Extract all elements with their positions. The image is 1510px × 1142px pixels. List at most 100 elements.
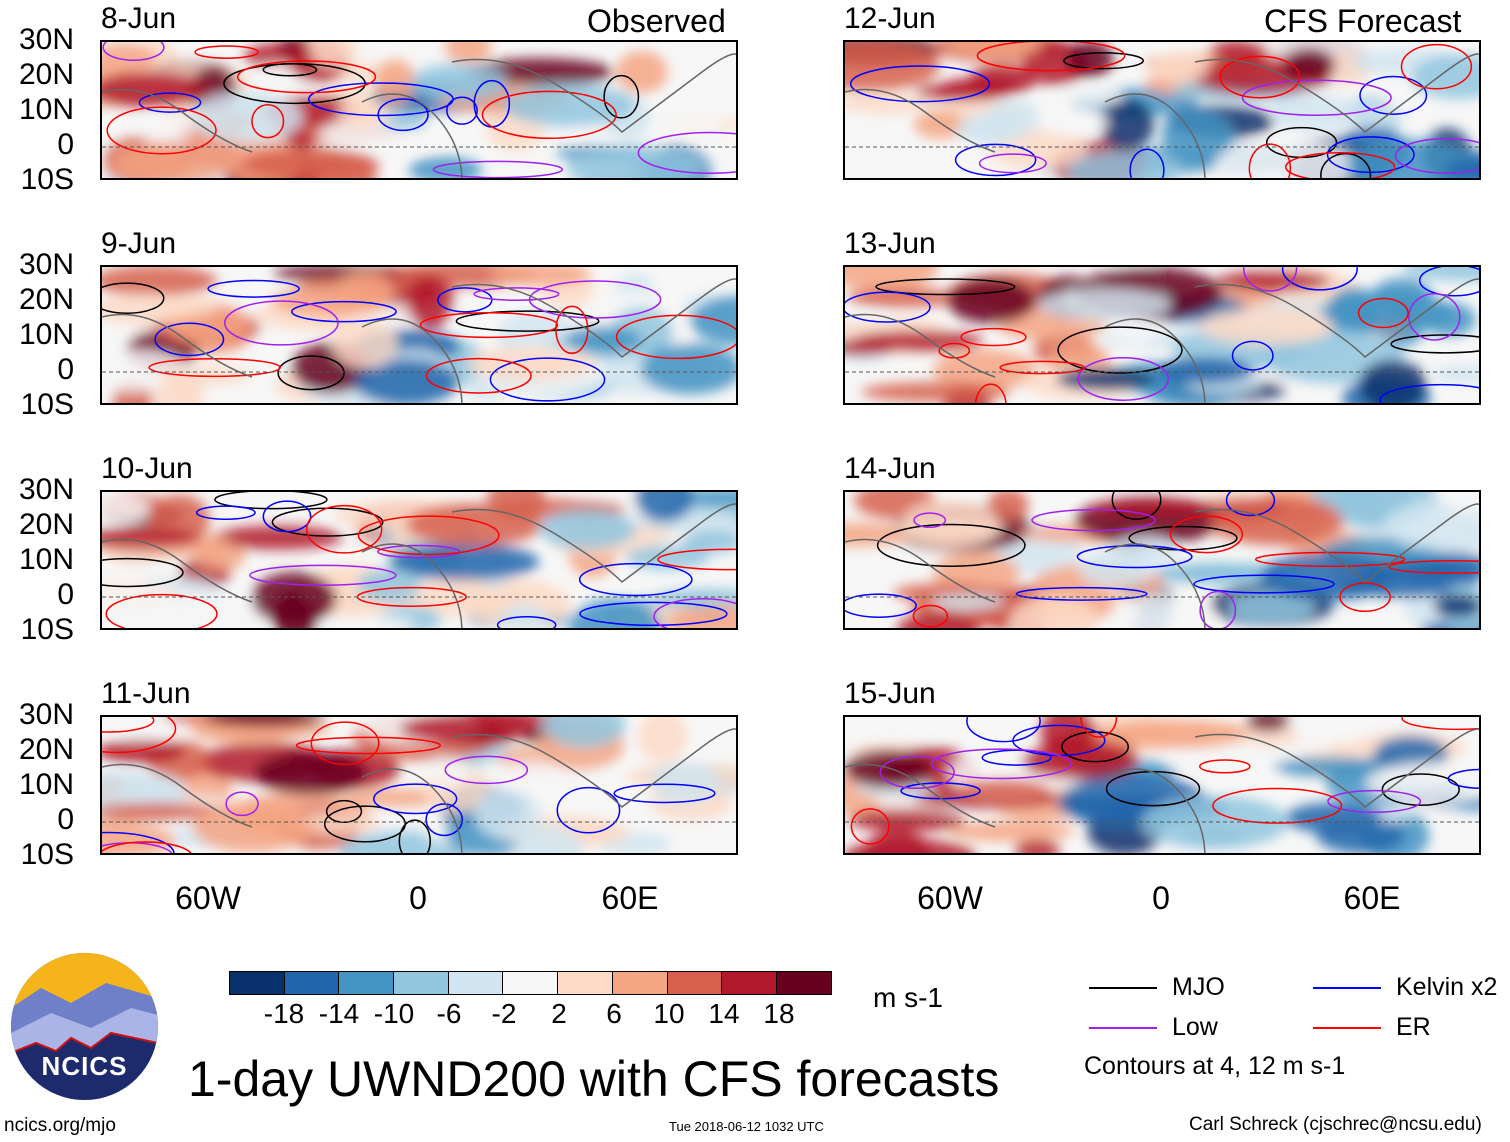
er-contour (102, 717, 155, 733)
low-contour (1077, 356, 1169, 401)
ncics-logo: NCICS (11, 953, 158, 1100)
wind-anomaly-region (616, 50, 668, 94)
colorbar-tick-label: 2 (551, 998, 567, 1029)
contour-note: Contours at 4, 12 m s-1 (1084, 1052, 1346, 1080)
colorbar-swatch (558, 972, 613, 994)
right-column-label: CFS Forecast (1264, 3, 1462, 39)
low-contour (1242, 267, 1298, 292)
lat-tick-label: 20N (18, 508, 74, 541)
wind-anomaly-region (1273, 756, 1384, 777)
wind-anomaly-region (444, 42, 492, 64)
wind-anomaly-region (1384, 498, 1479, 553)
wind-anomaly-region (1161, 110, 1234, 160)
er-contour (960, 327, 1027, 347)
wind-anomaly-region (987, 492, 1029, 523)
wind-anomaly-region (1366, 761, 1479, 804)
er-contour (357, 515, 500, 556)
kelvin-contour (1281, 267, 1358, 291)
colorbar-swatch (284, 972, 340, 994)
kelvin-contour (1129, 148, 1165, 178)
kelvin-contour (138, 92, 202, 113)
mjo-contour (1057, 326, 1183, 374)
er-contour (310, 721, 380, 766)
wind-anomaly-region (335, 271, 395, 314)
wind-anomaly-region (682, 527, 736, 555)
chart-title: 1-day UWND200 with CFS forecasts (188, 1051, 1000, 1107)
wind-anomaly-region (102, 802, 230, 821)
colorbar-swatch (339, 972, 395, 994)
lon-tick-label: 60E (601, 880, 659, 916)
low-contour (1408, 293, 1461, 341)
mjo-contour (1061, 731, 1129, 763)
wind-anomaly-region (969, 64, 1037, 95)
wind-anomaly-region (316, 615, 416, 628)
wind-field (102, 717, 736, 853)
wind-anomaly-region (102, 72, 208, 108)
colorbar-tick-label: -2 (491, 998, 517, 1029)
wind-anomaly-region (1359, 359, 1427, 403)
er-contour (1169, 515, 1244, 554)
footer-credit: Carl Schreck (cjschrec@ncsu.edu) (1189, 1114, 1482, 1135)
er-contour (102, 717, 177, 754)
wind-anomaly-region (1014, 839, 1061, 853)
low-contour (432, 160, 564, 178)
wind-anomaly-region (957, 778, 1051, 803)
coastline (102, 278, 736, 403)
er-contour (251, 103, 285, 139)
wind-anomaly-region (872, 717, 946, 743)
wind-anomaly-region (407, 274, 455, 329)
wind-anomaly-region (1215, 270, 1331, 292)
wind-anomaly-region (410, 63, 507, 101)
kelvin-contour (1231, 340, 1274, 371)
wind-anomaly-region (1199, 307, 1334, 346)
wind-anomaly-region (513, 825, 584, 853)
wind-anomaly-region (861, 382, 1010, 402)
lon-tick-label: 60E (1343, 880, 1401, 916)
lat-tick-label: 30N (18, 23, 74, 56)
wind-anomaly-region (1431, 365, 1479, 384)
colorbar-swatch (667, 972, 723, 994)
kelvin-contour (1076, 545, 1193, 569)
lat-tick-label: 0 (57, 353, 74, 386)
map-panel (100, 40, 738, 180)
kelvin-contour (579, 601, 728, 627)
wind-anomaly-region (1038, 288, 1172, 321)
er-contour (1080, 717, 1118, 738)
legend-line (1089, 987, 1157, 989)
kelvin-contour (207, 279, 300, 298)
wind-anomaly-region (651, 90, 730, 135)
lon-tick-label: 60W (175, 880, 241, 916)
colorbar-tick-label: -6 (436, 998, 462, 1029)
low-contour (653, 598, 736, 628)
kelvin-contour (1379, 383, 1479, 403)
wind-anomaly-region (140, 112, 197, 148)
wind-anomaly-region (1208, 496, 1344, 546)
wind-anomaly-region (499, 603, 548, 628)
lat-tick-label: 10S (20, 613, 74, 646)
wind-anomaly-region (635, 492, 694, 522)
lat-tick-label: 30N (18, 473, 74, 506)
colorbar-tick-label: 14 (708, 998, 740, 1029)
kelvin-contour (489, 357, 606, 402)
wind-anomaly-region (1270, 94, 1359, 133)
er-contour (419, 311, 559, 339)
wind-anomaly-region (338, 97, 385, 128)
wind-anomaly-region (862, 829, 932, 853)
mjo-contour (876, 523, 1026, 567)
lat-tick-label: 0 (57, 128, 74, 161)
wind-anomaly-region (690, 295, 736, 346)
kelvin-contour (1326, 136, 1415, 174)
footer-url[interactable]: ncics.org/mjo (4, 1115, 116, 1136)
er-contour (236, 60, 377, 94)
wind-anomaly-region (1164, 562, 1271, 584)
legend-line (1313, 987, 1381, 989)
er-contour (1254, 551, 1406, 568)
panel-date: 11-Jun (101, 677, 191, 710)
map-panel (100, 265, 738, 405)
wind-anomaly-region (1260, 552, 1394, 601)
lat-tick-label: 10S (20, 838, 74, 871)
colorbar-tick-label: 10 (653, 998, 685, 1029)
kelvin-contour (437, 287, 493, 313)
low-contour (1031, 508, 1157, 532)
legend-label: Kelvin x2 (1396, 973, 1498, 1001)
